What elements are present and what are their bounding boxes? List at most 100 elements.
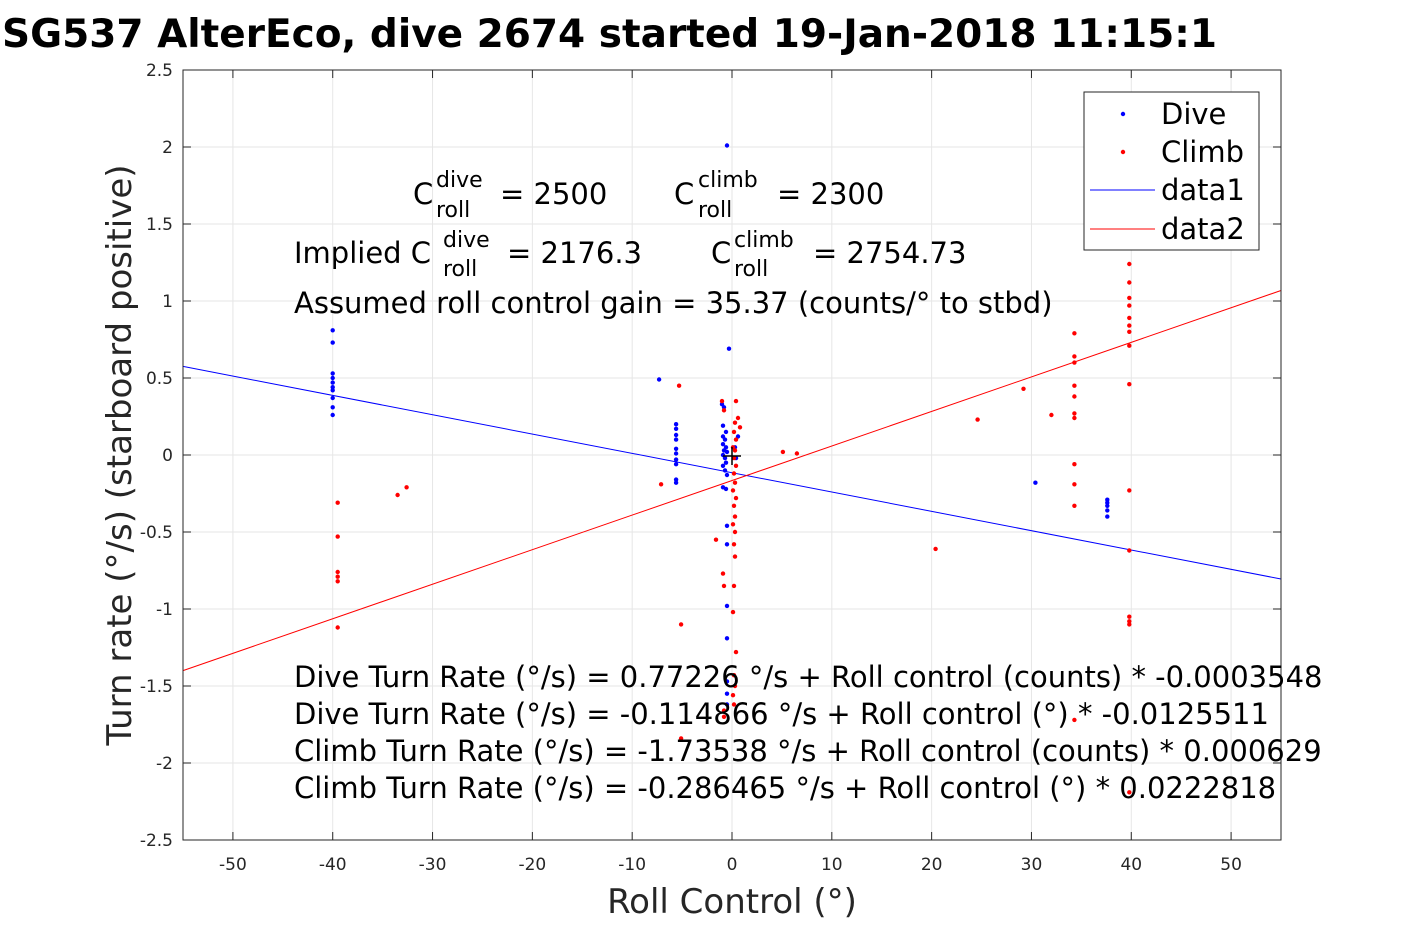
point-climb: [1127, 382, 1132, 387]
point-climb: [732, 514, 738, 519]
point-climb: [731, 471, 737, 476]
x-tick-label: -50: [219, 855, 247, 875]
y-tick-label: 1.5: [146, 215, 173, 235]
point-dive: [724, 542, 730, 547]
point-climb: [1127, 280, 1132, 285]
legend-dive-marker: [1120, 111, 1126, 117]
point-climb: [1127, 622, 1132, 627]
x-tick-label: -40: [319, 855, 347, 875]
x-tick-label: 40: [1120, 855, 1142, 875]
point-climb: [733, 495, 739, 501]
point-dive: [722, 437, 728, 442]
point-dive: [673, 462, 679, 467]
point-dive: [330, 405, 335, 410]
legend-climb-marker: [1120, 149, 1126, 155]
point-dive: [330, 380, 335, 385]
fit-line-data2: [182, 290, 1282, 672]
point-climb: [1072, 462, 1077, 467]
y-tick-label: -2: [156, 754, 173, 774]
point-climb: [1049, 412, 1054, 418]
point-climb: [713, 537, 719, 542]
point-climb: [1072, 354, 1077, 359]
y-axis-label: Turn rate (°/s) (starboard positive): [100, 164, 140, 746]
point-climb: [395, 492, 400, 498]
point-dive: [1105, 514, 1110, 519]
point-climb: [733, 649, 739, 655]
c-roll-climb-annotation: C climb roll = 2300: [674, 168, 884, 223]
point-dive: [1105, 500, 1110, 505]
implied-climb-annotation: C climb roll = 2754.73: [711, 228, 966, 282]
y-tick-label: 0: [162, 446, 173, 466]
y-tick-label: 1: [162, 292, 173, 312]
y-tick-label: 2: [162, 138, 173, 158]
point-dive: [724, 143, 730, 148]
point-climb: [1127, 303, 1132, 308]
point-dive: [330, 371, 335, 376]
chart-title: SG537 AlterEco, dive 2674 started 19-Jan…: [2, 12, 1217, 57]
fit-equation-2: Dive Turn Rate (°/s) = -0.114866 °/s + R…: [294, 697, 1269, 731]
point-dive: [330, 340, 335, 345]
point-climb: [1127, 488, 1132, 493]
x-tick-label: -10: [618, 855, 646, 875]
point-dive: [1105, 503, 1110, 508]
point-climb: [730, 609, 736, 615]
point-climb: [721, 408, 727, 413]
point-dive: [673, 480, 679, 485]
point-dive: [724, 679, 730, 684]
point-dive: [673, 437, 679, 442]
y-tick-label: 0.5: [146, 369, 173, 389]
point-climb: [1072, 394, 1077, 399]
point-climb: [335, 574, 340, 579]
point-dive: [724, 691, 730, 696]
implied-climb-value: = 2754.73: [813, 236, 966, 270]
point-dive: [673, 477, 679, 482]
y-tick-label: -1: [156, 600, 173, 620]
point-climb: [1072, 383, 1077, 388]
point-dive: [720, 423, 726, 428]
point-climb: [1072, 482, 1077, 487]
point-climb: [733, 437, 739, 442]
x-tick-label: -30: [419, 855, 447, 875]
point-climb: [335, 534, 340, 539]
point-climb: [1127, 261, 1132, 267]
point-climb: [1072, 331, 1077, 336]
point-dive: [723, 429, 729, 435]
point-dive: [673, 457, 679, 462]
point-dive: [724, 603, 730, 609]
point-climb: [676, 383, 682, 388]
point-dive: [724, 472, 730, 478]
point-climb: [794, 451, 800, 456]
implied-dive-annotation: Implied C dive roll = 2176.3: [294, 228, 642, 282]
point-climb: [731, 455, 737, 461]
legend-box: [1083, 91, 1260, 251]
axis-ticks: -50 -40 -30 -20 -10 0 10 20 30 40 50-2.5-2-1.5-1-0…: [140, 61, 1281, 875]
point-climb: [732, 554, 738, 559]
point-dive: [330, 328, 335, 333]
x-tick-label: 50: [1220, 855, 1242, 875]
c-roll-climb-value: = 2300: [777, 177, 884, 211]
point-climb: [975, 417, 980, 422]
point-climb: [933, 546, 938, 552]
point-climb: [1072, 717, 1077, 723]
point-climb: [1127, 548, 1132, 553]
point-climb: [1127, 619, 1132, 624]
implied-dive-sup: dive: [443, 228, 490, 253]
point-climb: [335, 500, 340, 505]
point-climb: [1072, 415, 1077, 421]
point-climb: [732, 529, 738, 535]
point-climb: [678, 736, 684, 741]
implied-dive-prefix: Implied C: [294, 236, 431, 270]
y-tick-label: -1.5: [140, 677, 173, 697]
point-dive: [673, 432, 679, 438]
point-climb: [731, 503, 737, 508]
point-dive: [720, 442, 726, 447]
x-tick-label: 10: [821, 855, 843, 875]
point-climb: [732, 480, 738, 485]
c-roll-climb-sub: roll: [698, 198, 732, 223]
point-climb: [732, 420, 738, 425]
point-climb: [1021, 386, 1026, 391]
point-dive: [722, 468, 728, 473]
point-climb: [731, 583, 737, 589]
point-dive: [330, 388, 335, 393]
c-roll-dive-symbol: C: [413, 177, 433, 211]
